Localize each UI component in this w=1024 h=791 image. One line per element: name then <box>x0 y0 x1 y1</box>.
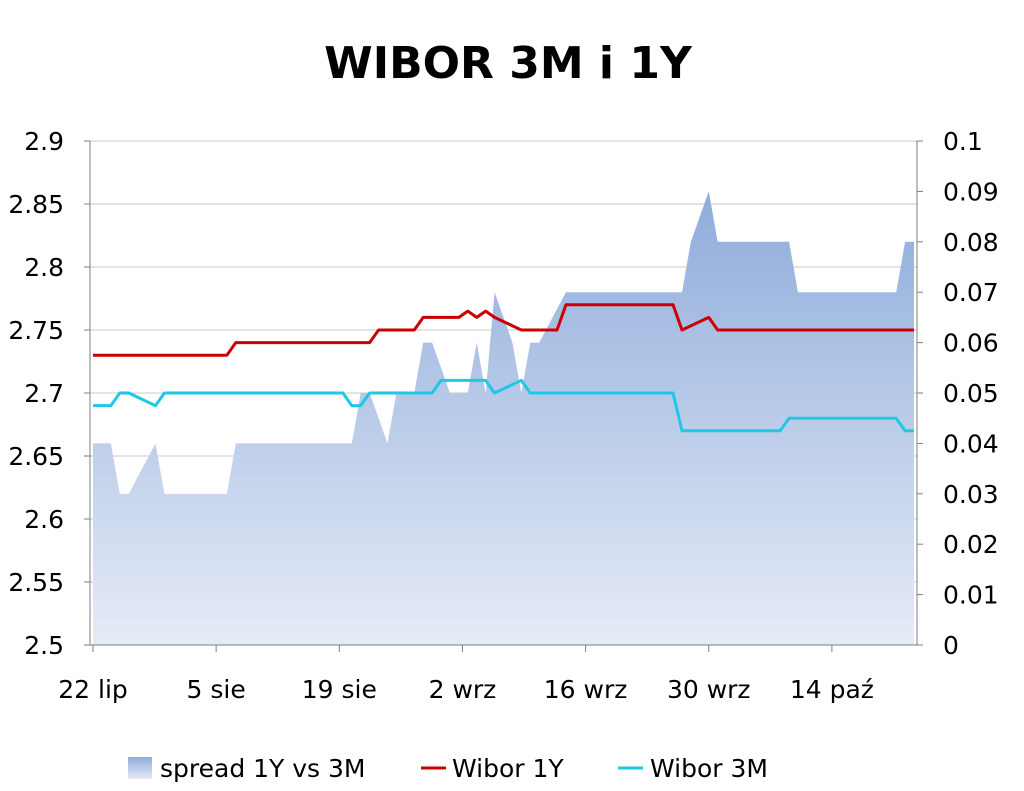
left-tick-label: 2.7 <box>24 379 64 408</box>
legend-label-spread: spread 1Y vs 3M <box>160 754 366 783</box>
left-tick-label: 2.75 <box>8 316 64 345</box>
legend-swatch-spread <box>128 757 152 779</box>
left-tick-label: 2.55 <box>8 568 64 597</box>
wibor-3m-line <box>93 378 914 433</box>
x-tick-label: 19 sie <box>302 675 377 704</box>
legend: spread 1Y vs 3M Wibor 1Y Wibor 3M <box>128 754 768 783</box>
right-tick-label: 0.08 <box>943 228 999 257</box>
spread-area <box>93 191 914 645</box>
legend-label-wibor-1y: Wibor 1Y <box>452 754 564 783</box>
right-tick-label: 0.05 <box>943 379 999 408</box>
right-tick-label: 0.03 <box>943 480 999 509</box>
chart-title: WIBOR 3M i 1Y <box>324 38 693 89</box>
x-tick-label: 22 lip <box>58 675 128 704</box>
right-axis-ticks: 0 0.01 0.02 0.03 0.04 0.05 0.06 0.07 0.08 0.09 0.1 <box>917 127 999 660</box>
right-tick-label: 0.01 <box>943 581 999 610</box>
x-tick-label: 14 paź <box>790 675 874 704</box>
left-tick-label: 2.85 <box>8 190 64 219</box>
right-tick-label: 0 <box>943 631 959 660</box>
left-tick-label: 2.5 <box>24 631 64 660</box>
lines-layer <box>93 303 914 433</box>
left-tick-label: 2.9 <box>24 127 64 156</box>
right-tick-label: 0.09 <box>943 177 999 206</box>
right-tick-label: 0.06 <box>943 329 999 358</box>
legend-label-wibor-3m: Wibor 3M <box>650 754 768 783</box>
left-tick-label: 2.65 <box>8 442 64 471</box>
left-tick-label: 2.6 <box>24 505 64 534</box>
left-axis-ticks: 2.5 2.55 2.6 2.65 2.7 2.75 2.8 2.85 2.9 <box>8 127 90 660</box>
x-tick-label: 5 sie <box>187 675 246 704</box>
x-tick-label: 30 wrz <box>667 675 751 704</box>
right-tick-label: 0.07 <box>943 278 999 307</box>
right-tick-label: 0.04 <box>943 429 999 458</box>
x-tick-label: 16 wrz <box>544 675 628 704</box>
x-axis-ticks: 22 lip 5 sie 19 sie 2 wrz 16 wrz 30 wrz 14 paź <box>58 645 874 704</box>
spread-area-layer <box>93 191 914 645</box>
wibor-1y-line <box>93 303 914 357</box>
left-tick-label: 2.8 <box>24 253 64 282</box>
right-tick-label: 0.02 <box>943 530 999 559</box>
right-tick-label: 0.1 <box>943 127 983 156</box>
x-tick-label: 2 wrz <box>429 675 497 704</box>
